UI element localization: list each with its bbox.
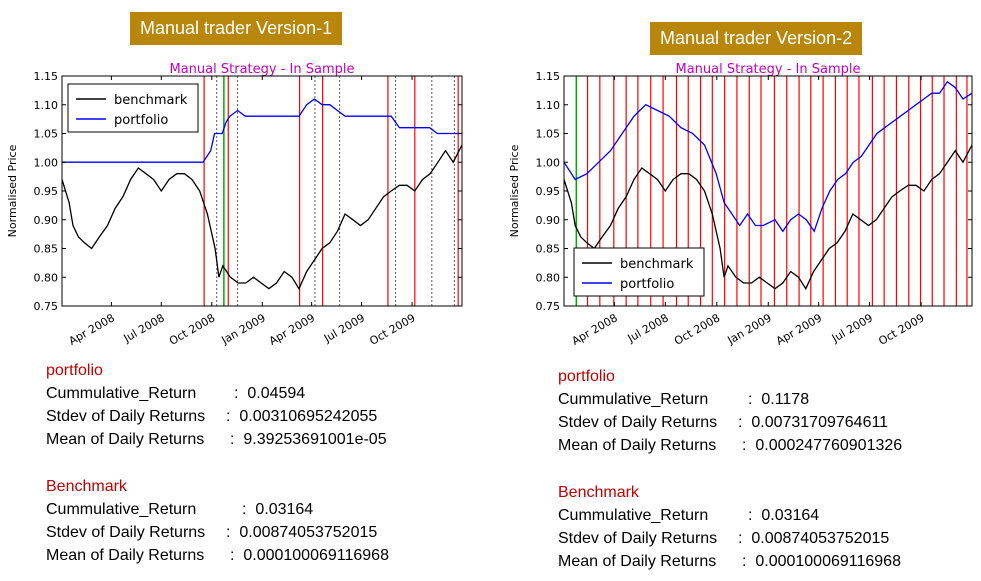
stat-value: 0.00874053752015	[239, 524, 378, 541]
y-axis-label: Normalised Price	[508, 144, 521, 237]
panel-version-1: Manual trader Version-1 Manual Strategy …	[0, 0, 490, 581]
y-tick-label: 0.85	[34, 243, 59, 256]
stat-row: Cummulative_Return: 0.03164	[558, 504, 902, 527]
y-tick-label: 1.15	[34, 70, 59, 83]
stat-label: Cummulative_Return	[558, 507, 709, 524]
x-tick-label: Jul 2009	[321, 311, 367, 345]
y-tick-label: 0.90	[34, 214, 59, 227]
y-tick-label: 0.75	[536, 300, 561, 313]
legend-label: benchmark	[620, 257, 694, 272]
stat-row: Stdev of Daily Returns: 0.00874053752015	[46, 521, 389, 544]
y-tick-label: 0.95	[536, 185, 561, 198]
legend-label: portfolio	[620, 277, 674, 292]
x-tick-label: Oct 2009	[367, 311, 417, 348]
x-tick-label: Oct 2008	[672, 311, 722, 348]
benchmark-stats-heading: Benchmark	[46, 478, 127, 495]
stat-value: 0.1178	[761, 391, 810, 408]
y-tick-label: 0.80	[34, 271, 59, 284]
x-tick-label: Jan 2009	[724, 311, 773, 347]
y-tick-label: 1.00	[536, 156, 561, 169]
x-tick-label: Apr 2008	[570, 311, 620, 348]
stat-label: Mean of Daily Returns	[558, 553, 717, 570]
stat-label: Stdev of Daily Returns	[558, 530, 718, 547]
stat-label: Cummulative_Return	[46, 501, 197, 518]
stat-label: Cummulative_Return	[558, 391, 709, 408]
stat-row: Cummulative_Return: 0.03164	[46, 498, 389, 521]
y-tick-label: 1.10	[536, 99, 561, 112]
stat-label: Mean of Daily Returns	[558, 437, 717, 454]
stat-label: Mean of Daily Returns	[46, 431, 205, 448]
x-tick-label: Jul 2009	[829, 311, 875, 345]
stat-value: 0.03164	[761, 507, 820, 524]
stat-value: 9.39253691001e-05	[243, 431, 387, 448]
stat-value: 0.04594	[247, 385, 306, 402]
stat-value: 0.000247760901326	[755, 437, 903, 454]
legend-label: portfolio	[114, 113, 168, 128]
stat-label: Stdev of Daily Returns	[46, 524, 206, 541]
y-tick-label: 0.95	[34, 185, 59, 198]
x-tick-label: Apr 2008	[67, 311, 117, 348]
y-tick-label: 1.05	[536, 128, 561, 141]
y-tick-label: 0.90	[536, 214, 561, 227]
chart-version-1: Manual Strategy - In Sample Normalised Pr…	[6, 62, 463, 348]
stats-version-1: portfolio Cummulative_Return: 0.04594 St…	[46, 359, 389, 567]
stat-row: Stdev of Daily Returns: 0.00731709764611	[558, 411, 902, 434]
legend: benchmark portfolio	[573, 247, 705, 297]
stat-value: 0.000100069116968	[243, 547, 389, 564]
benchmark-series-line	[61, 144, 463, 291]
y-tick-label: 0.85	[536, 243, 561, 256]
stat-row: Mean of Daily Returns: 0.000247760901326	[558, 434, 902, 457]
y-tick-label: 1.05	[34, 128, 59, 141]
benchmark-series-line	[563, 144, 973, 291]
legend-box	[573, 247, 705, 297]
panel-version-2: Manual trader Version-2 Manual Strategy …	[490, 0, 980, 581]
x-tick-label: Oct 2009	[876, 311, 926, 348]
portfolio-stats-heading: portfolio	[46, 362, 103, 379]
chart-title: Manual Strategy - In Sample	[676, 62, 861, 77]
x-tick-label: Apr 2009	[774, 311, 824, 348]
stats-version-2: portfolio Cummulative_Return: 0.1178 Std…	[558, 365, 902, 573]
y-tick-label: 0.80	[536, 271, 561, 284]
portfolio-series-line	[62, 98, 462, 163]
y-tick-label: 1.00	[34, 156, 59, 169]
stat-row: Mean of Daily Returns: 9.39253691001e-05	[46, 428, 389, 451]
stat-value: 0.03164	[255, 501, 314, 518]
legend-box	[67, 83, 199, 133]
stat-row: Stdev of Daily Returns: 0.00310695242055	[46, 405, 389, 428]
signal-lines	[203, 76, 459, 306]
stat-row: Cummulative_Return: 0.1178	[558, 388, 902, 411]
stat-value: 0.00874053752015	[751, 530, 890, 547]
banner-title: Manual trader Version-1	[130, 12, 343, 45]
stat-label: Mean of Daily Returns	[46, 547, 205, 564]
stat-label: Stdev of Daily Returns	[558, 414, 718, 431]
benchmark-stats-heading: Benchmark	[558, 484, 639, 501]
stat-label: Cummulative_Return	[46, 385, 197, 402]
portfolio-stats-heading: portfolio	[558, 368, 615, 385]
y-tick-label: 1.10	[34, 99, 59, 112]
stat-row: Mean of Daily Returns: 0.000100069116968	[558, 550, 902, 573]
stat-value: 0.00310695242055	[239, 408, 378, 425]
stat-value: 0.000100069116968	[755, 553, 901, 570]
y-axis-label: Normalised Price	[6, 144, 19, 237]
x-tick-label: Oct 2008	[167, 311, 217, 348]
banner-title: Manual trader Version-2	[650, 22, 863, 55]
x-tick-label: Jul 2008	[625, 311, 671, 345]
stat-row: Cummulative_Return: 0.04594	[46, 382, 389, 405]
stat-row: Stdev of Daily Returns: 0.00874053752015	[558, 527, 902, 550]
y-tick-label: 0.75	[34, 300, 59, 313]
chart-version-2: Manual Strategy - In Sample Normalised Pr…	[508, 62, 973, 348]
stat-value: 0.00731709764611	[751, 414, 889, 431]
legend: benchmark portfolio	[67, 83, 199, 133]
portfolio-series-line	[563, 80, 973, 233]
chart-title: Manual Strategy - In Sample	[170, 62, 355, 77]
legend-label: benchmark	[114, 93, 188, 108]
stat-label: Stdev of Daily Returns	[46, 408, 206, 425]
x-tick-label: Jan 2009	[218, 311, 267, 347]
y-tick-label: 1.15	[536, 70, 561, 83]
stat-row: Mean of Daily Returns: 0.000100069116968	[46, 544, 389, 567]
x-tick-label: Jul 2008	[121, 311, 167, 345]
x-tick-label: Apr 2009	[267, 311, 317, 348]
